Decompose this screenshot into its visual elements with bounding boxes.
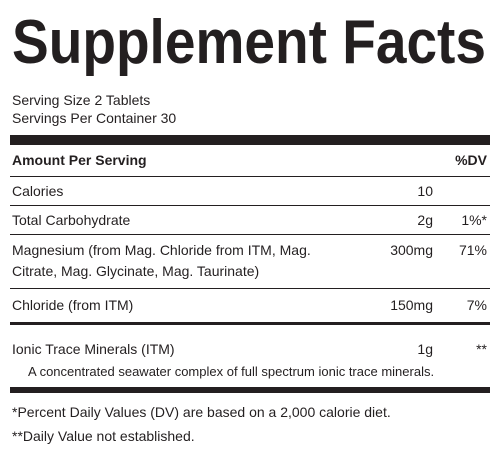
rule (10, 205, 490, 206)
nutrient-name: Ionic Trace Minerals (ITM) (12, 341, 175, 357)
rule (10, 176, 490, 177)
nutrient-name: Calories (12, 183, 64, 199)
servings-per-container: Servings Per Container 30 (12, 110, 177, 126)
rule (10, 288, 490, 289)
nutrient-name: Citrate, Mag. Glycinate, Mag. Taurinate) (12, 263, 260, 279)
nutrient-name: Magnesium (from Mag. Chloride from ITM, … (12, 242, 311, 258)
footnote: *Percent Daily Values (DV) are based on … (12, 404, 391, 420)
thick-rule (10, 387, 490, 393)
amount: 1g (417, 341, 433, 357)
nutrient-name: Chloride (from ITM) (12, 297, 134, 313)
thick-rule (10, 135, 490, 145)
amount: 150mg (390, 297, 433, 313)
daily-value: 71% (458, 242, 487, 258)
title: Supplement Facts (12, 8, 486, 77)
footnote: **Daily Value not established. (12, 428, 195, 444)
daily-value: 7% (466, 297, 487, 313)
serving-size: Serving Size 2 Tablets (12, 92, 151, 108)
nutrient-note: A concentrated seawater complex of full … (28, 364, 435, 379)
nutrient-name: Total Carbohydrate (12, 212, 131, 228)
rule (10, 234, 490, 235)
header-amount: Amount Per Serving (12, 152, 147, 168)
rule (10, 322, 490, 325)
title-box: Supplement Facts (12, 8, 486, 77)
amount: 300mg (390, 242, 433, 258)
amount: 10 (417, 183, 433, 199)
daily-value: ** (476, 341, 487, 357)
header-dv: %DV (455, 152, 487, 168)
daily-value: 1%* (461, 212, 487, 228)
amount: 2g (417, 212, 433, 228)
